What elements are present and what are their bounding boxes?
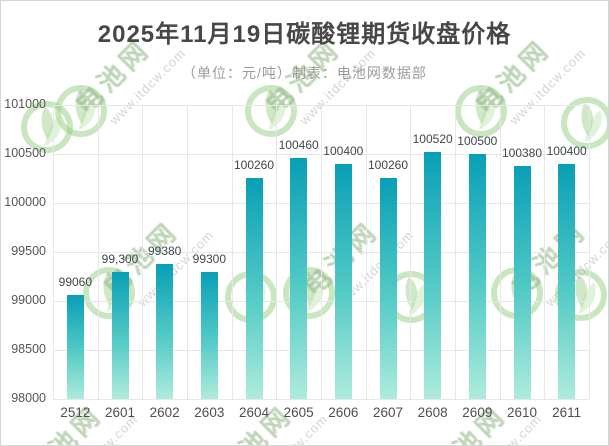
x-axis-tick-label: 2606: [328, 405, 359, 420]
bar-value-label: 100520: [412, 132, 453, 146]
gridline-vertical: [231, 105, 233, 399]
bar-value-label: 100400: [546, 144, 587, 158]
bar-2611: [558, 164, 576, 399]
x-axis-tick-label: 2601: [104, 405, 136, 420]
bar-value-label: 100400: [323, 144, 364, 158]
x-axis-tick-label: 2604: [238, 405, 270, 420]
bar-2603: [200, 272, 218, 399]
bar-2610: [513, 166, 531, 399]
gridline-vertical: [589, 105, 590, 399]
gridline-vertical: [544, 105, 546, 399]
x-axis-tick-label: 2603: [194, 405, 225, 420]
bar-2608: [424, 152, 442, 399]
x-axis-tick-label: 2607: [372, 405, 404, 420]
bar-2601: [111, 272, 129, 399]
bar-value-label: 99,300: [101, 252, 139, 266]
y-axis-tick-label: 101000: [4, 97, 46, 111]
gridline-vertical: [499, 105, 501, 399]
x-axis-tick-label: 2512: [60, 405, 91, 420]
bar-value-label: 99300: [192, 252, 227, 266]
chart-title: 2025年11月19日碳酸锂期货收盘价格: [97, 21, 512, 48]
x-axis-tick-label: 2610: [506, 405, 538, 420]
gridline-vertical: [53, 105, 54, 399]
gridline-horizontal: [53, 399, 589, 400]
bar-2606: [334, 164, 352, 399]
bar-value-label: 100380: [501, 146, 543, 160]
gridline-vertical: [187, 105, 188, 399]
bar-2605: [290, 158, 308, 399]
y-axis-tick-label: 98000: [11, 391, 46, 405]
bar-value-label: 100460: [278, 138, 319, 152]
gridline-vertical: [142, 105, 144, 399]
bar-value-label: 100500: [457, 134, 498, 148]
y-axis-tick-label: 100000: [4, 195, 46, 209]
gridline-vertical: [97, 105, 99, 399]
x-axis-tick-label: 2605: [283, 405, 314, 420]
bar-2607: [379, 178, 397, 399]
x-axis-tick-label: 2608: [417, 405, 448, 420]
bar-value-label: 100260: [233, 158, 275, 172]
bar-2604: [245, 178, 263, 399]
gridline-vertical: [410, 105, 412, 399]
bar-2609: [468, 154, 486, 399]
bar-value-label: 99060: [58, 275, 93, 289]
gridline-vertical: [276, 105, 278, 399]
y-axis-tick-label: 98500: [11, 342, 46, 356]
y-axis-tick-label: 99000: [11, 293, 46, 307]
gridline-vertical: [455, 105, 456, 399]
x-axis-tick-label: 2611: [552, 405, 582, 420]
x-axis-tick-label: 2609: [462, 405, 493, 420]
bar-value-label: 99380: [147, 244, 182, 258]
plot-area: 99060 99,300 99380 99300 100260 100460 100400 1…: [53, 105, 590, 400]
y-axis-tick-label: 99500: [11, 244, 46, 258]
x-axis: 2512 2601 2602 2603 2604 2605 2606 2607 2608 2609…: [53, 405, 589, 425]
gridline-vertical: [321, 105, 322, 399]
bar-value-label: 100260: [367, 158, 409, 172]
gridline-vertical: [365, 105, 367, 399]
bar-2512: [66, 295, 84, 399]
chart-subtitle: （单位：元/吨）制表：电池网数据部: [182, 65, 427, 81]
x-axis-tick-label: 2602: [149, 405, 180, 420]
bar-2602: [156, 264, 174, 399]
y-axis-tick-label: 100500: [4, 146, 46, 160]
y-axis: 101000 100500 100000 99500 99000 98500 98000: [1, 97, 46, 405]
